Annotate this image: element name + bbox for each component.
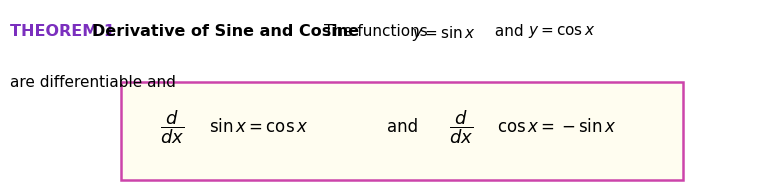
Text: $\dfrac{d}{dx}$: $\dfrac{d}{dx}$ xyxy=(160,108,184,146)
Text: and: and xyxy=(490,24,529,39)
FancyBboxPatch shape xyxy=(121,82,683,180)
Text: $y = \cos x$: $y = \cos x$ xyxy=(528,24,595,40)
Text: The functions: The functions xyxy=(324,24,433,39)
Text: Derivative of Sine and Cosine: Derivative of Sine and Cosine xyxy=(92,24,359,39)
Text: $y = \sin x$: $y = \sin x$ xyxy=(412,24,475,43)
Text: are differentiable and: are differentiable and xyxy=(10,75,176,90)
Text: and: and xyxy=(387,118,418,136)
Text: $\cos x = -\sin x$: $\cos x = -\sin x$ xyxy=(497,118,617,136)
Text: $\sin x = \cos x$: $\sin x = \cos x$ xyxy=(209,118,308,136)
Text: THEOREM 1: THEOREM 1 xyxy=(10,24,115,39)
Text: $\dfrac{d}{dx}$: $\dfrac{d}{dx}$ xyxy=(449,108,473,146)
